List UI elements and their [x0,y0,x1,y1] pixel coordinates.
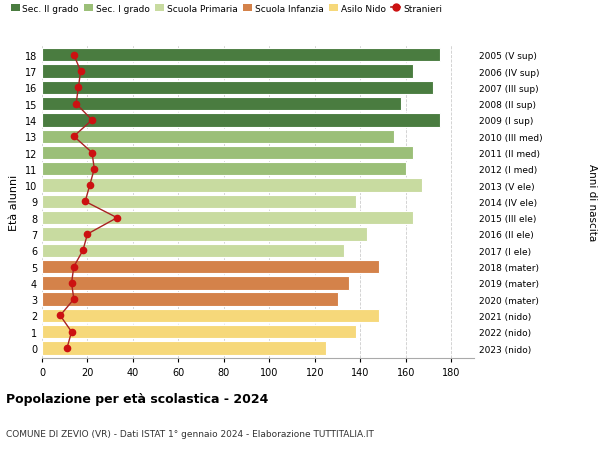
Bar [42,260,379,274]
Bar [42,146,413,160]
Bar [42,341,326,355]
Bar [42,114,440,127]
Bar [42,277,349,290]
Bar [42,179,422,192]
Bar [42,49,440,62]
Bar [42,195,356,209]
Bar [42,212,413,225]
Bar [42,325,356,339]
Bar [42,130,394,144]
Bar [42,244,344,257]
Text: COMUNE DI ZEVIO (VR) - Dati ISTAT 1° gennaio 2024 - Elaborazione TUTTITALIA.IT: COMUNE DI ZEVIO (VR) - Dati ISTAT 1° gen… [6,429,374,438]
Bar [42,65,413,78]
Y-axis label: Età alunni: Età alunni [9,174,19,230]
Bar [42,163,406,176]
Bar [42,98,401,111]
Bar [42,293,338,306]
Bar [42,82,433,95]
Bar [42,309,379,322]
Bar [42,228,367,241]
Legend: Sec. II grado, Sec. I grado, Scuola Primaria, Scuola Infanzia, Asilo Nido, Stran: Sec. II grado, Sec. I grado, Scuola Prim… [11,5,442,13]
Text: Popolazione per età scolastica - 2024: Popolazione per età scolastica - 2024 [6,392,268,405]
Text: Anni di nascita: Anni di nascita [587,163,597,241]
